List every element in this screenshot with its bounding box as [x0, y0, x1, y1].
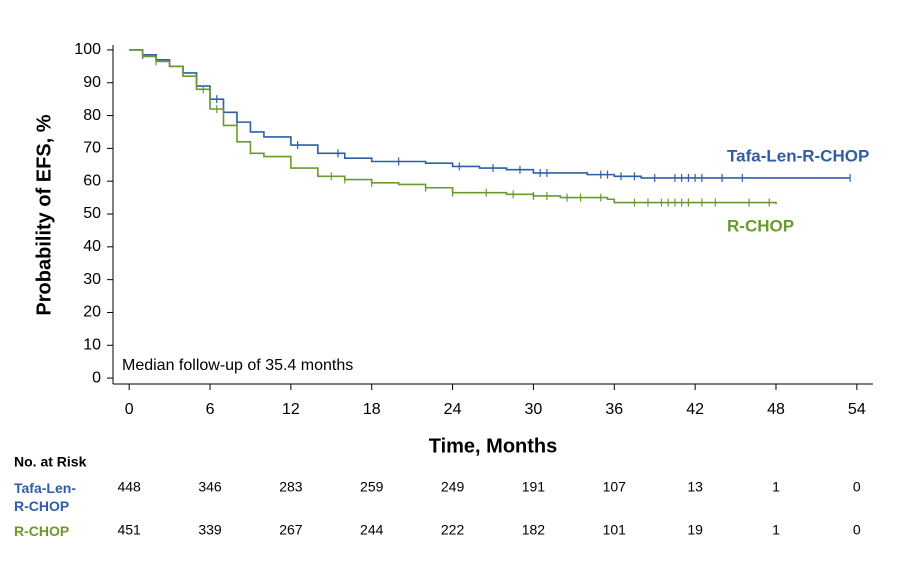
risk-count: 107	[603, 479, 627, 495]
y-tick-label: 40	[83, 238, 101, 255]
y-tick-label: 50	[83, 205, 101, 222]
x-tick-label: 48	[767, 401, 785, 418]
x-tick-label: 6	[206, 401, 215, 418]
risk-count: 1	[772, 522, 780, 538]
risk-count: 451	[117, 522, 141, 538]
risk-count: 1	[772, 479, 780, 495]
survival-curve	[129, 49, 777, 205]
risk-title: No. at Risk	[14, 454, 87, 470]
risk-count: 0	[853, 522, 861, 538]
risk-count: 448	[117, 479, 141, 495]
x-tick-label: 30	[525, 401, 543, 418]
y-tick-label: 10	[83, 336, 101, 353]
risk-count: 222	[441, 522, 465, 538]
x-tick-label: 12	[282, 401, 300, 418]
x-tick-label: 42	[686, 401, 704, 418]
risk-count: 191	[522, 479, 546, 495]
risk-row-label: Tafa-Len-R-CHOP	[14, 480, 76, 514]
risk-count: 346	[198, 479, 222, 495]
y-tick-label: 70	[83, 140, 101, 157]
risk-count: 267	[279, 522, 303, 538]
risk-row-label: R-CHOP	[14, 523, 70, 539]
risk-count: 13	[687, 479, 703, 495]
x-tick-label: 18	[363, 401, 381, 418]
y-tick-label: 60	[83, 172, 101, 189]
y-axis-title: Probability of EFS, %	[33, 114, 55, 315]
risk-count: 249	[441, 479, 465, 495]
x-axis-title: Time, Months	[429, 435, 558, 457]
x-tick-label: 0	[125, 401, 134, 418]
x-tick-label: 24	[444, 401, 462, 418]
y-tick-label: 30	[83, 271, 101, 288]
risk-count: 182	[522, 522, 546, 538]
series-label: Tafa-Len-R-CHOP	[727, 146, 869, 165]
y-tick-label: 90	[83, 74, 101, 91]
risk-count: 339	[198, 522, 222, 538]
x-tick-label: 36	[605, 401, 623, 418]
y-tick-label: 0	[92, 369, 101, 386]
risk-count: 19	[687, 522, 703, 538]
risk-count: 244	[360, 522, 384, 538]
y-tick-label: 80	[83, 107, 101, 124]
y-tick-label: 100	[74, 41, 101, 58]
y-tick-label: 20	[83, 304, 101, 321]
series-label: R-CHOP	[727, 216, 794, 235]
risk-count: 101	[603, 522, 627, 538]
risk-count: 283	[279, 479, 303, 495]
x-tick-label: 54	[848, 401, 866, 418]
annotation: Median follow-up of 35.4 months	[122, 357, 353, 374]
risk-count: 259	[360, 479, 384, 495]
risk-count: 0	[853, 479, 861, 495]
